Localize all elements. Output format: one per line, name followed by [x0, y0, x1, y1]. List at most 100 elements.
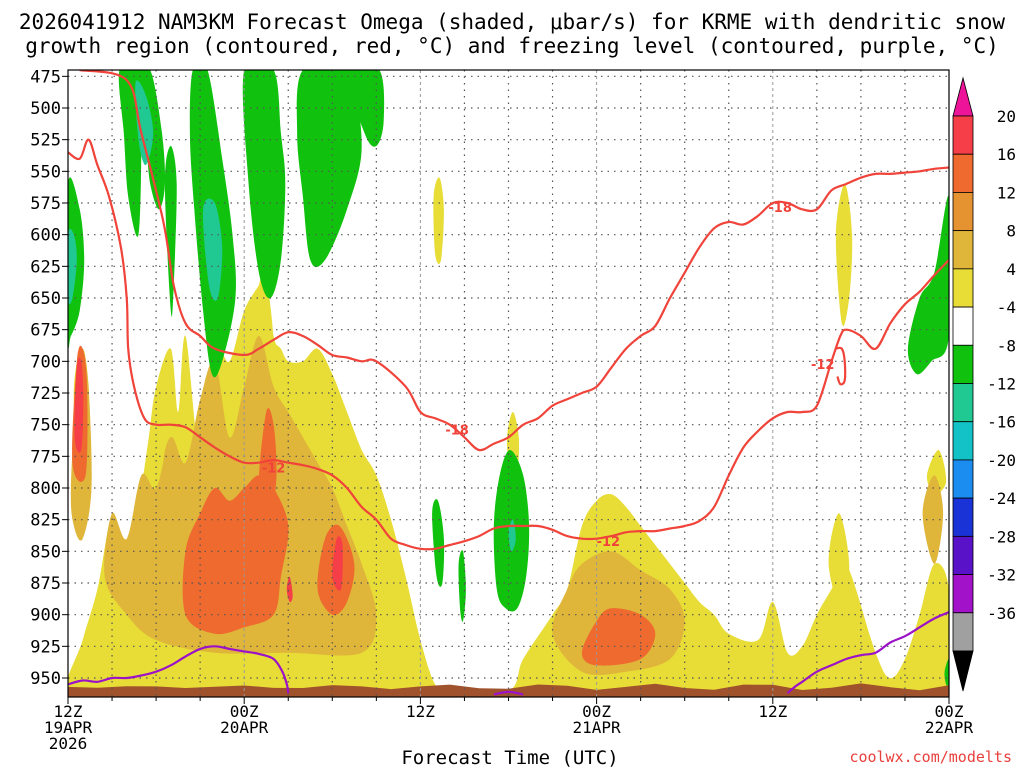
- x-axis-label: Forecast Time (UTC): [401, 747, 618, 768]
- colorbar-bin: [952, 230, 974, 270]
- omega-region-pos16-19: [332, 536, 343, 591]
- y-tick-label: 525: [30, 131, 61, 151]
- y-tick-label: 625: [30, 257, 61, 277]
- y-tick-label: 575: [30, 194, 61, 214]
- contour-label: -12: [262, 462, 286, 477]
- colorbar-tick-label: 8: [1006, 222, 1016, 241]
- colorbar-tick-label: -20: [987, 451, 1016, 470]
- omega-region-neg4-28: [432, 499, 445, 587]
- colorbar-tick-label: -32: [987, 566, 1016, 585]
- freezing-contour-0-5: [493, 690, 524, 696]
- y-tick-label: 550: [30, 162, 61, 182]
- y-tick-label: 800: [30, 479, 61, 499]
- y-tick-label: 675: [30, 321, 61, 341]
- ground-layer: [68, 683, 949, 697]
- y-tick-label: 950: [30, 669, 61, 689]
- omega-region-neg4-26: [346, 70, 385, 147]
- freezing-contour-0-3: [68, 645, 290, 694]
- colorbar-tick-label: 20: [997, 107, 1016, 126]
- x-tick-label: 00Z: [582, 702, 611, 721]
- y-tick-label: 775: [30, 447, 61, 467]
- colorbar-bin: [952, 115, 974, 155]
- colorbar-bin: [952, 344, 974, 384]
- omega-region-pos4-2: [835, 184, 853, 327]
- y-tick-label: 600: [30, 226, 61, 246]
- plot-area: -18 -18 -12 -12 -12: [67, 69, 950, 698]
- y-tick-label: 825: [30, 511, 61, 531]
- colorbar-tick-label: -4: [997, 298, 1016, 317]
- omega-region-neg4-31: [907, 195, 949, 375]
- contour-label: -12: [597, 535, 621, 550]
- contour-lines: [68, 70, 949, 696]
- omega-region-pos16-20: [286, 576, 293, 603]
- colorbar-bin: [952, 574, 974, 614]
- colorbar-bin: [952, 535, 974, 575]
- omega-region-neg8-34: [135, 80, 154, 166]
- colorbar: 20 16 12 8 4 -4 -8 -12 -16 -20 -24 -28 -32 -36: [952, 76, 1016, 692]
- contour-label: -18: [768, 201, 792, 216]
- x-tick-label: 00Z: [935, 702, 964, 721]
- colorbar-bin: [952, 383, 974, 423]
- grid-lines: [68, 70, 949, 697]
- omega-region-pos12-13: [182, 475, 289, 635]
- y-tick-label: 725: [30, 384, 61, 404]
- colorbar-tick-label: -36: [987, 604, 1016, 623]
- colorbar-bin: [952, 268, 974, 308]
- x-tick-label: 12Z: [54, 702, 83, 721]
- y-tick-label: 475: [30, 67, 61, 87]
- omega-region-neg8-37: [508, 519, 516, 552]
- x-tick-label: 19APR: [44, 718, 93, 737]
- x-tick-label: 20APR: [220, 718, 269, 737]
- omega-region-neg8-35: [202, 198, 223, 301]
- omega-region-neg4-33: [944, 658, 949, 687]
- colorbar-tick-label: -8: [997, 336, 1016, 355]
- x-tick-label: 21APR: [573, 718, 622, 737]
- y-tick-label: 900: [30, 606, 61, 626]
- colorbar-tick-label: 12: [997, 183, 1016, 202]
- y-tick-label: 750: [30, 416, 61, 436]
- colorbar-bin: [952, 497, 974, 537]
- freezing-contour-0-4: [786, 611, 949, 695]
- omega-region-neg4-27: [164, 146, 177, 317]
- omega-region-pos8-12: [163, 437, 179, 501]
- y-axis: 475 500 525 550 575 600 625 650 675 700 725 750 775 8…: [30, 67, 68, 689]
- dendritic-contour-m18-0: [79, 70, 949, 452]
- chart-title-line1: 2026041912 NAM3KM Forecast Omega (shaded…: [19, 10, 1006, 34]
- colorbar-bin: [952, 153, 974, 193]
- colorbar-bin: [952, 421, 974, 461]
- x-tick-label: 00Z: [230, 702, 259, 721]
- colorbar-tick-label: 16: [997, 145, 1016, 164]
- colorbar-bin: [952, 612, 974, 652]
- y-tick-label: 650: [30, 289, 61, 309]
- colorbar-tick-label: -16: [987, 413, 1016, 432]
- y-tick-label: 700: [30, 352, 61, 372]
- ground-terrain: [68, 683, 949, 697]
- y-tick-label: 875: [30, 574, 61, 594]
- colorbar-tick-label: 4: [1006, 260, 1016, 279]
- chart-title-line2: growth region (contoured, red, °C) and f…: [25, 34, 999, 58]
- y-tick-label: 850: [30, 542, 61, 562]
- colorbar-bin: [952, 192, 974, 232]
- colorbar-bin: [952, 306, 974, 346]
- omega-region-pos4-4: [828, 513, 850, 615]
- colorbar-bottom-arrow: [952, 650, 974, 692]
- contour-label: -12: [811, 358, 835, 373]
- dendritic-contour-m12-2: [835, 346, 847, 386]
- omega-region-neg4-24: [242, 70, 286, 299]
- y-tick-label: 500: [30, 99, 61, 119]
- omega-region-neg4-22: [118, 70, 142, 237]
- omega-region-neg8-36: [68, 228, 77, 305]
- y-tick-label: 925: [30, 637, 61, 657]
- colorbar-tick-label: -28: [987, 527, 1016, 546]
- contour-labels: -18 -18 -12 -12 -12: [262, 201, 835, 550]
- omega-region-pos16-18: [74, 357, 84, 453]
- credit-link[interactable]: coolwx.com/modelts: [849, 748, 1012, 766]
- dendritic-contour-m12-1: [68, 138, 949, 551]
- colorbar-bin: [952, 459, 974, 499]
- omega-region-pos4-7: [433, 177, 444, 265]
- x-tick-label: 2026: [49, 734, 88, 753]
- x-tick-label: 12Z: [406, 702, 435, 721]
- omega-region-neg4-25: [296, 70, 362, 268]
